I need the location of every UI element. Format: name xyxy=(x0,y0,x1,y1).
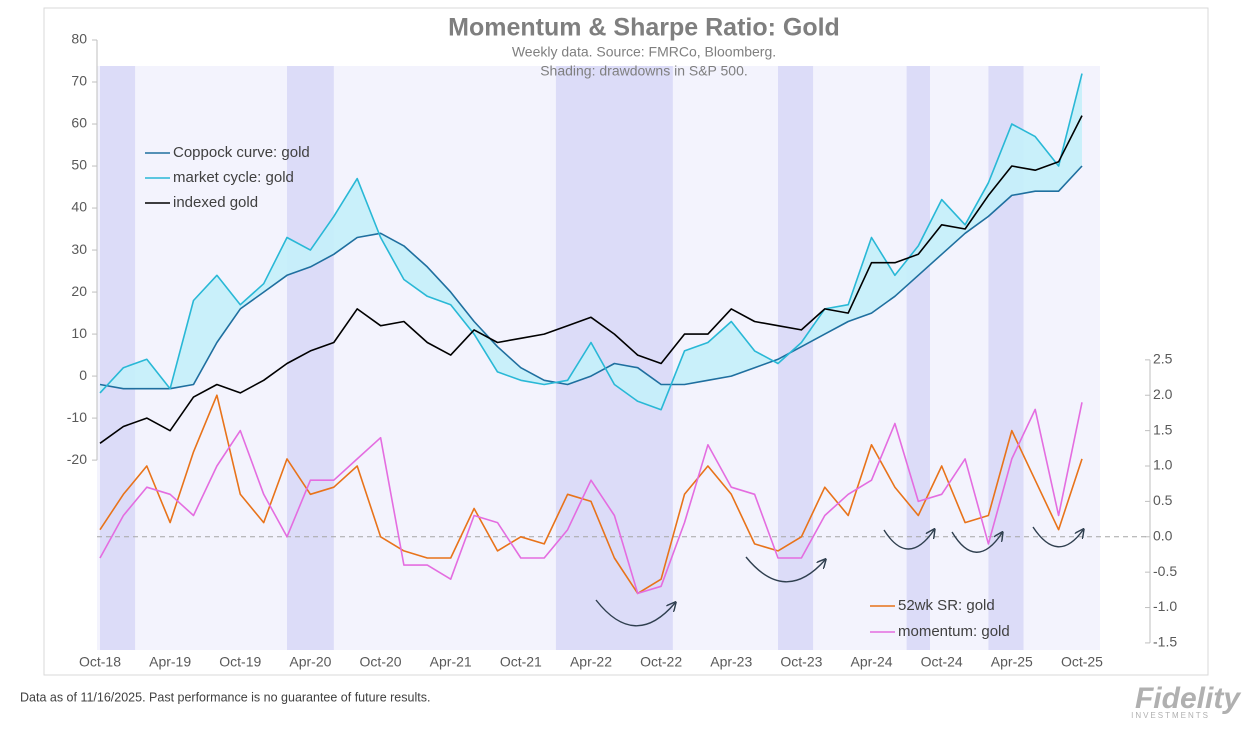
brand-subtitle: INVESTMENTS xyxy=(1131,711,1210,720)
y-tick-label: 60 xyxy=(71,115,87,131)
x-tick-label: Oct-23 xyxy=(780,654,822,670)
y-tick-label: 30 xyxy=(71,241,87,257)
y2-tick-label: 2.0 xyxy=(1153,386,1173,402)
drawdown-shading xyxy=(287,66,334,650)
x-tick-label: Oct-21 xyxy=(500,654,542,670)
y2-tick-label: -1.0 xyxy=(1153,598,1177,614)
drawdown-shading xyxy=(100,66,136,650)
series-line xyxy=(99,394,1083,595)
x-tick-label: Oct-19 xyxy=(219,654,261,670)
y-tick-label: 0 xyxy=(79,367,87,383)
x-tick-label: Apr-21 xyxy=(430,654,472,670)
y-tick-label: -10 xyxy=(67,409,87,425)
drawdown-shading xyxy=(555,66,673,650)
axis-layer: -20 -10 0 10 20 30 40 50 60 70 80 -1.5 -1.0 -0.5 0.0 0.… xyxy=(67,31,1178,670)
legend-label: indexed gold xyxy=(173,194,258,211)
legend-label: momentum: gold xyxy=(898,623,1010,640)
y2-tick-label: 1.0 xyxy=(1153,457,1173,473)
x-tick-label: Oct-20 xyxy=(360,654,402,670)
y-tick-label: -20 xyxy=(67,451,87,467)
x-tick-label: Oct-18 xyxy=(79,654,121,670)
y2-tick-label: 1.5 xyxy=(1153,421,1173,437)
annotation-arrow xyxy=(745,556,825,583)
series-line xyxy=(99,402,1083,595)
brand-logo: Fidelity xyxy=(1135,682,1241,715)
y-tick-label: 70 xyxy=(71,73,87,89)
legend-label: market cycle: gold xyxy=(173,169,294,186)
x-tick-label: Apr-25 xyxy=(991,654,1033,670)
y-tick-label: 40 xyxy=(71,199,87,215)
legend-label: Coppock curve: gold xyxy=(173,144,310,161)
x-tick-label: Apr-24 xyxy=(851,654,893,670)
annotation-arrow xyxy=(883,530,934,550)
series-line xyxy=(99,73,1083,411)
chart-subtitle: Weekly data. Source: FMRCo, Bloomberg. xyxy=(512,44,776,60)
x-tick-label: Apr-22 xyxy=(570,654,612,670)
x-tick-label: Oct-22 xyxy=(640,654,682,670)
footnote: Data as of 11/16/2025. Past performance … xyxy=(20,690,430,704)
y2-tick-label: 0.0 xyxy=(1153,527,1173,543)
annotation-arrow xyxy=(1032,526,1083,548)
x-tick-label: Apr-19 xyxy=(149,654,191,670)
y2-tick-label: 0.5 xyxy=(1153,492,1173,508)
legend-label: 52wk SR: gold xyxy=(898,597,995,614)
y-tick-label: 80 xyxy=(71,31,87,47)
series-line xyxy=(99,115,1083,444)
shading-layer xyxy=(100,66,1024,650)
y-tick-label: 50 xyxy=(71,157,87,173)
series-line xyxy=(99,165,1083,390)
chart-subtitle: Shading: drawdowns in S&P 500. xyxy=(540,63,748,79)
drawdown-shading xyxy=(906,66,930,650)
y-tick-label: 10 xyxy=(71,325,87,341)
annotation-arrow xyxy=(595,599,675,627)
x-tick-label: Apr-20 xyxy=(289,654,331,670)
y-tick-label: 20 xyxy=(71,283,87,299)
series-layer xyxy=(99,73,1083,595)
annotation-arrow xyxy=(951,532,1002,553)
x-tick-label: Oct-25 xyxy=(1061,654,1103,670)
y2-tick-label: -0.5 xyxy=(1153,563,1177,579)
y2-tick-label: 2.5 xyxy=(1153,351,1173,367)
chart-title: Momentum & Sharpe Ratio: Gold xyxy=(448,14,840,42)
y2-tick-label: -1.5 xyxy=(1153,634,1177,650)
x-tick-label: Oct-24 xyxy=(921,654,963,670)
band-fill xyxy=(100,73,1082,410)
x-tick-label: Apr-23 xyxy=(710,654,752,670)
